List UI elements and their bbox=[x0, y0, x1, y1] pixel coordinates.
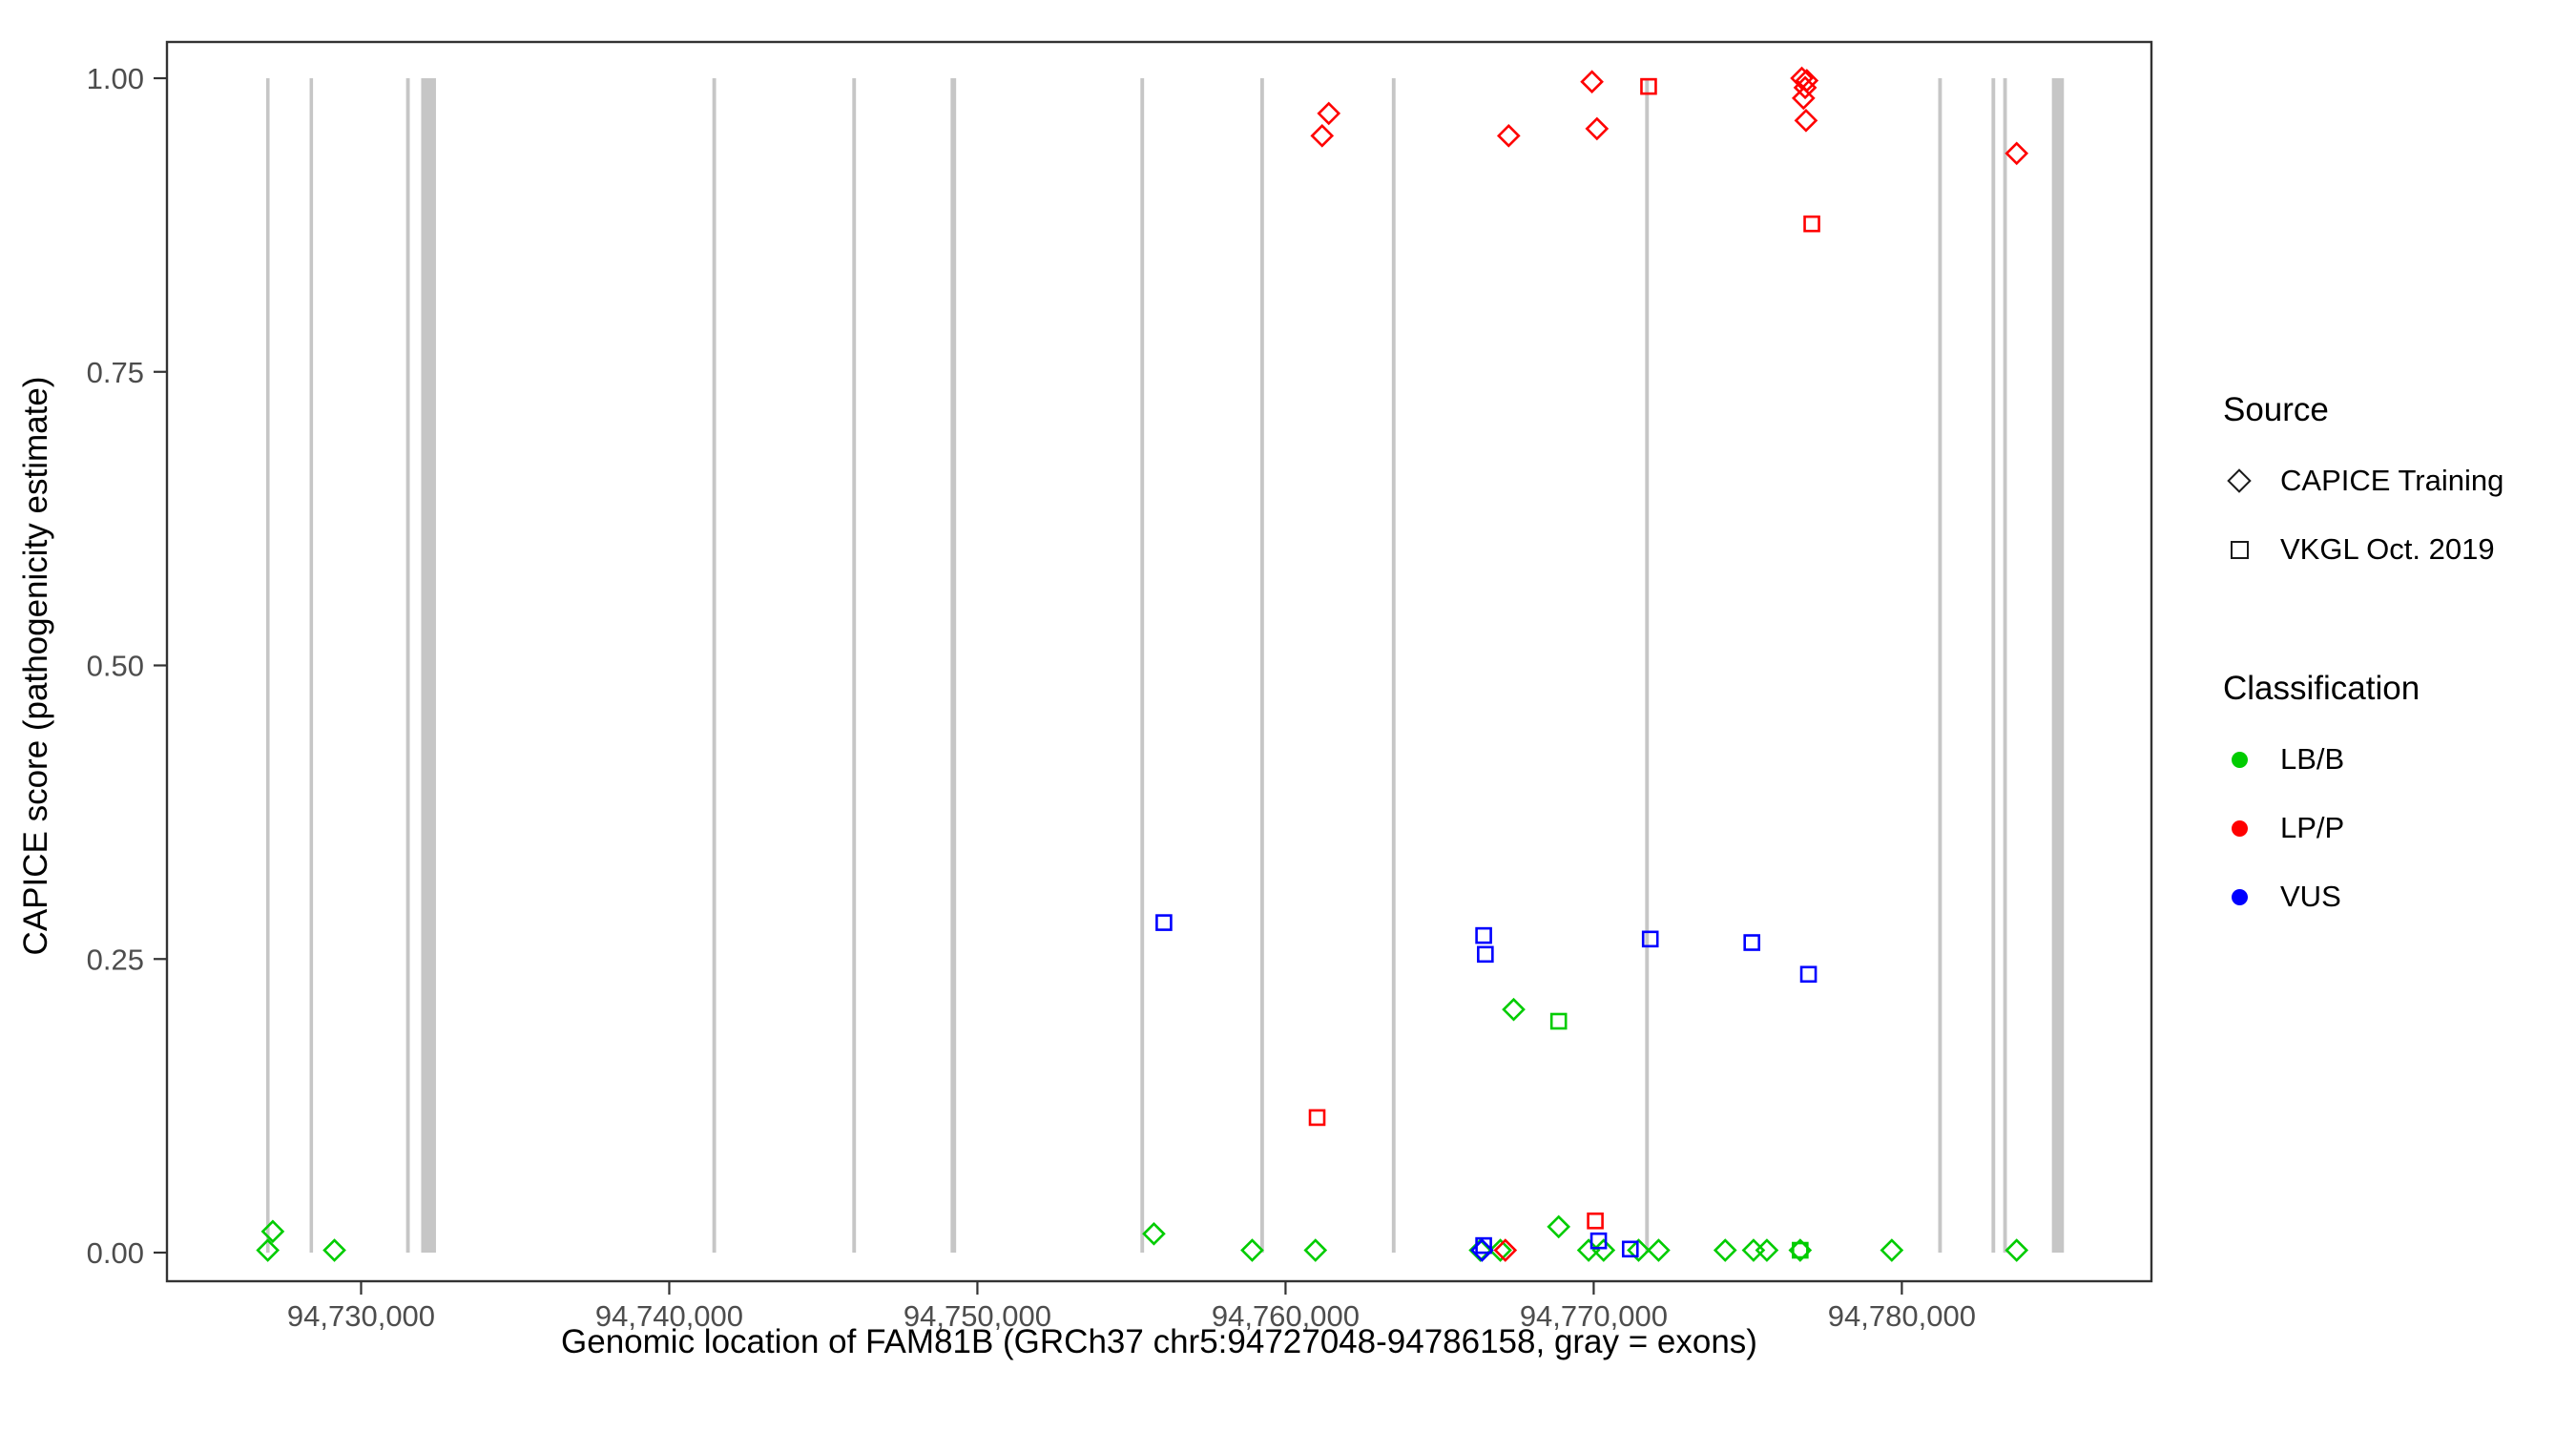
svg-text:0.50: 0.50 bbox=[87, 650, 144, 683]
legend: Source CAPICE Training VKGL Oct. 2019 Cl… bbox=[2223, 389, 2503, 931]
legend-item-label: VUS bbox=[2280, 880, 2341, 913]
legend-item-lpp: LP/P bbox=[2223, 794, 2503, 862]
legend-classification-title: Classification bbox=[2223, 670, 2420, 707]
legend-item-label: LP/P bbox=[2280, 811, 2345, 844]
svg-text:94,730,000: 94,730,000 bbox=[287, 1299, 435, 1333]
legend-item-label: CAPICE Training bbox=[2280, 464, 2504, 497]
red-dot-icon bbox=[2223, 819, 2255, 837]
legend-item-vus: VUS bbox=[2223, 862, 2503, 931]
svg-text:94,760,000: 94,760,000 bbox=[1212, 1299, 1360, 1333]
svg-text:94,780,000: 94,780,000 bbox=[1828, 1299, 1976, 1333]
square-key-icon bbox=[2223, 540, 2255, 559]
svg-text:94,770,000: 94,770,000 bbox=[1520, 1299, 1668, 1333]
legend-source-title: Source bbox=[2223, 391, 2329, 428]
legend-group-classification: Classification LB/B LP/P VUS bbox=[2223, 668, 2503, 931]
diamond-key-icon bbox=[2223, 468, 2255, 493]
svg-text:0.25: 0.25 bbox=[87, 943, 144, 976]
svg-text:94,750,000: 94,750,000 bbox=[904, 1299, 1051, 1333]
svg-text:1.00: 1.00 bbox=[87, 62, 144, 95]
legend-item-vkgl: VKGL Oct. 2019 bbox=[2223, 515, 2503, 584]
legend-item-capice-training: CAPICE Training bbox=[2223, 446, 2503, 515]
blue-dot-icon bbox=[2223, 888, 2255, 905]
legend-group-source: Source CAPICE Training VKGL Oct. 2019 bbox=[2223, 389, 2503, 584]
legend-item-label: LB/B bbox=[2280, 742, 2345, 776]
svg-text:94,740,000: 94,740,000 bbox=[595, 1299, 743, 1333]
legend-item-label: VKGL Oct. 2019 bbox=[2280, 532, 2495, 566]
y-axis-title: CAPICE score (pathogenicity estimate) bbox=[17, 376, 54, 956]
legend-item-lbb: LB/B bbox=[2223, 725, 2503, 794]
svg-text:0.75: 0.75 bbox=[87, 356, 144, 389]
green-dot-icon bbox=[2223, 751, 2255, 768]
svg-text:0.00: 0.00 bbox=[87, 1236, 144, 1270]
x-axis-title: Genomic location of FAM81B (GRCh37 chr5:… bbox=[561, 1323, 1757, 1360]
